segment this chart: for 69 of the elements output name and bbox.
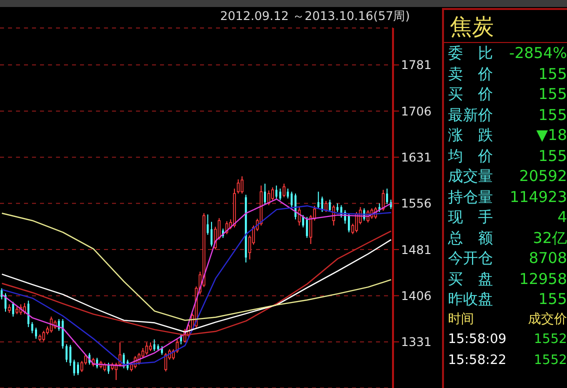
text: 15:58:09 <box>448 331 506 349</box>
y-tick-label: 1706 <box>401 104 432 118</box>
text: 持仓量 <box>448 186 493 207</box>
candlestick <box>302 214 304 228</box>
text: 12958 <box>519 268 567 289</box>
y-tick-label: 1331 <box>401 335 432 350</box>
text: 买 盘 <box>448 268 493 289</box>
candlestick <box>0 288 3 300</box>
candlestick <box>31 322 34 334</box>
text: 32亿 <box>532 228 567 248</box>
y-tick-label: 1631 <box>401 150 432 164</box>
y-tick-label: 1481 <box>401 242 432 257</box>
candlestick <box>264 183 266 204</box>
candlestick <box>66 344 68 363</box>
candlestick <box>355 212 358 233</box>
text: 155 <box>538 146 567 166</box>
text: -2854% <box>509 43 567 64</box>
text: 涨 跌 <box>448 125 493 146</box>
candlestick <box>35 327 38 340</box>
text: 最新价 <box>448 104 493 125</box>
text: 114923 <box>510 186 567 207</box>
candlestick <box>206 214 209 236</box>
candlestick <box>271 186 274 201</box>
candlestick <box>42 330 46 342</box>
y-tick-label: 1556 <box>401 196 432 211</box>
candlestick <box>324 200 328 212</box>
text: 卖 价 <box>448 64 493 84</box>
text: 1552 <box>534 352 567 370</box>
line-series <box>1 212 392 321</box>
text: 成交价 <box>528 310 567 328</box>
y-tick-label: 1406 <box>401 288 432 303</box>
text: 155 <box>538 64 567 84</box>
candlestick <box>210 221 213 247</box>
text: 155 <box>538 289 567 310</box>
text: ▼18 <box>536 125 567 146</box>
text: 成交量 <box>448 166 493 186</box>
text: 总 额 <box>448 228 493 248</box>
text: 时间 <box>448 310 474 328</box>
text: 今开仓 <box>448 248 493 268</box>
text: 155 <box>538 84 567 104</box>
text: 20592 <box>519 166 567 186</box>
candlestick <box>348 213 350 233</box>
text: 1552 <box>534 331 567 349</box>
candlestick <box>317 191 320 210</box>
y-tick-label: 1781 <box>401 58 432 72</box>
candlestick <box>290 191 293 208</box>
candlestick <box>279 188 282 201</box>
candlestick <box>27 300 30 328</box>
candlestick <box>282 183 286 198</box>
candlestick <box>386 188 388 204</box>
chart-subtitle: 2012.09.12 ～2013.10.16(57周) <box>219 8 411 25</box>
candlestick <box>306 216 308 238</box>
candlestick <box>153 338 156 352</box>
text: 买 价 <box>448 84 493 104</box>
text: 4 <box>557 207 567 228</box>
text: 均 价 <box>448 146 493 166</box>
candlestick <box>275 185 278 199</box>
candlestick <box>328 199 331 212</box>
text: 现 手 <box>448 207 493 228</box>
candlestick <box>240 176 244 194</box>
candlestick <box>145 342 148 356</box>
text: 155 <box>538 104 567 125</box>
candlestick <box>12 301 14 318</box>
text: 焦炭 <box>444 10 567 43</box>
text: 委 比 <box>448 43 493 64</box>
text: 15:58:22 <box>448 352 506 370</box>
text: 8708 <box>528 248 567 268</box>
text: 昨收盘 <box>448 289 493 310</box>
candlestick <box>77 362 79 376</box>
